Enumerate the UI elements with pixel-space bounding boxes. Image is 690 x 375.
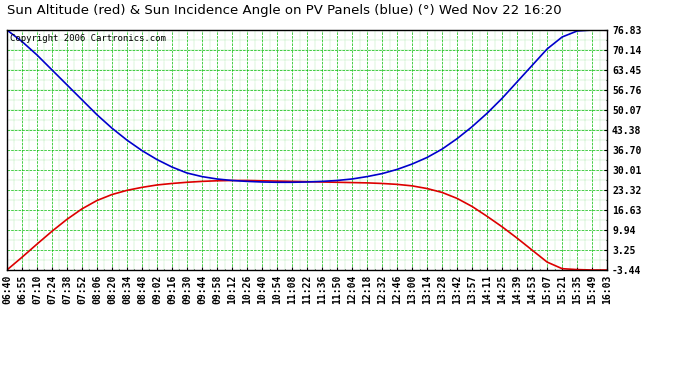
Text: Copyright 2006 Cartronics.com: Copyright 2006 Cartronics.com: [10, 34, 166, 43]
Text: Sun Altitude (red) & Sun Incidence Angle on PV Panels (blue) (°) Wed Nov 22 16:2: Sun Altitude (red) & Sun Incidence Angle…: [7, 4, 562, 17]
